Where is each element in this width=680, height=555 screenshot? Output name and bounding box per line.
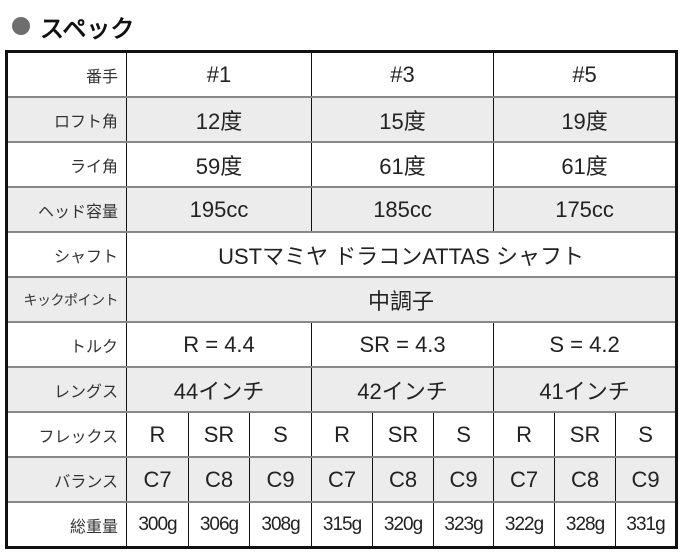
row-label: バランス (6, 456, 127, 502)
spec-cell: C7 (126, 456, 189, 502)
spec-cell: 12度 (125, 96, 313, 142)
spec-cell: 320g (372, 501, 435, 548)
spec-row: バランス C7 C8 C9 C7 C8 C9 C7 C8 C9 (6, 456, 678, 502)
row-label: 総重量 (6, 501, 127, 548)
spec-table: 番手 #1 #3 #5 ロフト角 12度 15度 19度 ライ角 59度 61度 61度 ヘッド容量 19… (5, 50, 679, 549)
row-label: ロフト角 (6, 96, 127, 142)
row-label: シャフト (6, 231, 127, 277)
spec-cell: C7 (493, 456, 556, 502)
row-label: レングス (6, 366, 127, 412)
spec-row: キックポイント 中調子 (6, 276, 678, 322)
spec-cell: SR = 4.3 (311, 321, 495, 367)
spec-cell: 331g (615, 501, 678, 548)
spec-cell: 41インチ (493, 366, 678, 412)
spec-row: レングス 44インチ 42インチ 41インチ (6, 366, 678, 412)
section-heading: スペック (12, 8, 134, 44)
spec-cell: 323g (433, 501, 495, 548)
spec-cell: USTマミヤ ドラコンATTAS シャフト (125, 231, 678, 277)
spec-cell: C7 (311, 456, 374, 502)
spec-cell: SR (372, 411, 435, 457)
spec-cell: SR (188, 411, 250, 457)
section-title: スペック (40, 14, 135, 43)
spec-cell: 59度 (125, 141, 313, 187)
spec-row: トルク R = 4.4 SR = 4.3 S = 4.2 (6, 321, 678, 367)
spec-cell: 15度 (311, 96, 495, 142)
spec-cell: 19度 (493, 96, 678, 142)
spec-cell: SR (554, 411, 617, 457)
spec-cell: S = 4.2 (493, 321, 678, 367)
spec-cell: 175cc (493, 186, 678, 232)
spec-cell: S (615, 411, 678, 457)
spec-cell: #1 (125, 51, 313, 97)
spec-cell: 322g (493, 501, 556, 548)
bullet-icon (12, 17, 30, 35)
spec-cell: S (248, 411, 313, 457)
spec-cell: C8 (554, 456, 617, 502)
spec-cell: C9 (248, 456, 313, 502)
spec-cell: 306g (188, 501, 250, 548)
spec-cell: R (493, 411, 556, 457)
spec-cell: 44インチ (125, 366, 313, 412)
spec-row: ヘッド容量 195cc 185cc 175cc (6, 186, 678, 232)
row-label: ヘッド容量 (6, 186, 127, 232)
spec-cell: R (311, 411, 374, 457)
row-label: キックポイント (6, 276, 127, 322)
row-label: トルク (6, 321, 127, 367)
spec-cell: 195cc (125, 186, 313, 232)
spec-cell: 308g (248, 501, 313, 548)
spec-cell: 61度 (493, 141, 678, 187)
spec-row: ライ角 59度 61度 61度 (6, 141, 678, 187)
spec-row: 総重量 300g 306g 308g 315g 320g 323g 322g 328g 331g (6, 501, 678, 548)
row-label: フレックス (6, 411, 127, 457)
spec-row: フレックス R SR S R SR S R SR S (6, 411, 678, 457)
row-label: 番手 (6, 51, 127, 97)
spec-cell: R = 4.4 (125, 321, 313, 367)
spec-cell: 61度 (311, 141, 495, 187)
spec-cell: C9 (433, 456, 495, 502)
spec-cell: 185cc (311, 186, 495, 232)
spec-cell: C8 (188, 456, 250, 502)
spec-cell: #3 (311, 51, 495, 97)
spec-cell: 42インチ (311, 366, 495, 412)
spec-cell: R (126, 411, 189, 457)
spec-cell: 中調子 (125, 276, 678, 322)
spec-row: 番手 #1 #3 #5 (6, 51, 678, 97)
spec-cell: 328g (554, 501, 617, 548)
spec-cell: C9 (615, 456, 678, 502)
spec-row: シャフト USTマミヤ ドラコンATTAS シャフト (6, 231, 678, 277)
row-label: ライ角 (6, 141, 127, 187)
spec-cell: S (433, 411, 495, 457)
spec-cell: 315g (311, 501, 374, 548)
spec-cell: #5 (493, 51, 678, 97)
spec-cell: C8 (372, 456, 435, 502)
spec-row: ロフト角 12度 15度 19度 (6, 96, 678, 142)
spec-cell: 300g (126, 501, 189, 548)
